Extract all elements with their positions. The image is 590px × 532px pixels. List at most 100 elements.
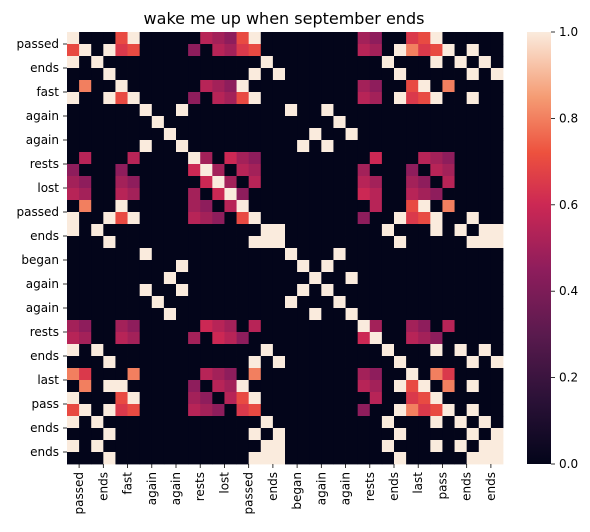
heatmap-cell — [333, 416, 346, 429]
heatmap-cell — [103, 128, 116, 141]
heatmap-cell — [151, 416, 165, 429]
heatmap-cell — [430, 176, 443, 189]
heatmap-cell — [115, 272, 128, 285]
y-tick-label: ends — [30, 421, 59, 435]
heatmap-cell — [91, 248, 104, 261]
heatmap-cell — [151, 92, 165, 105]
heatmap-cell — [188, 224, 201, 237]
heatmap-cell — [406, 428, 419, 441]
heatmap-cell — [127, 92, 141, 105]
heatmap-cell — [430, 236, 443, 249]
heatmap-cell — [418, 188, 431, 201]
heatmap-cell — [115, 140, 128, 153]
heatmap-cell — [418, 428, 431, 441]
heatmap-cell — [345, 44, 359, 57]
heatmap-cell — [212, 212, 225, 225]
heatmap-cell — [272, 44, 286, 57]
heatmap-cell — [430, 440, 443, 453]
heatmap-cell — [357, 380, 371, 393]
heatmap-cell — [430, 32, 443, 45]
heatmap-cell — [151, 368, 165, 381]
heatmap-cell — [151, 260, 165, 273]
heatmap-cell — [406, 140, 419, 153]
heatmap-cell — [478, 428, 492, 441]
heatmap-cell — [442, 296, 455, 309]
heatmap-cell — [406, 56, 419, 69]
heatmap-cell — [103, 308, 116, 321]
heatmap-cell — [333, 212, 346, 225]
heatmap-cell — [478, 236, 492, 249]
heatmap-cell — [490, 356, 504, 369]
heatmap-cell — [248, 128, 262, 141]
heatmap-cell — [272, 416, 286, 429]
heatmap-cell — [490, 404, 504, 417]
heatmap-cell — [79, 92, 92, 105]
heatmap-cell — [67, 368, 80, 381]
heatmap-cell — [345, 272, 359, 285]
heatmap-cell — [321, 308, 334, 321]
heatmap-cell — [115, 128, 128, 141]
heatmap-cell — [321, 56, 334, 69]
heatmap-cell — [466, 320, 480, 333]
heatmap-cell — [297, 164, 310, 177]
heatmap-cell — [466, 428, 480, 441]
heatmap-cell — [212, 452, 225, 465]
heatmap-cell — [406, 332, 419, 345]
heatmap-cell — [418, 92, 431, 105]
heatmap-cell — [406, 320, 419, 333]
heatmap-cell — [442, 104, 455, 117]
heatmap-cell — [369, 56, 383, 69]
heatmap-cell — [115, 32, 128, 45]
heatmap-cell — [139, 344, 153, 357]
heatmap-cell — [212, 344, 225, 357]
heatmap-cell — [478, 44, 492, 57]
heatmap-cell — [418, 68, 431, 81]
heatmap-cell — [67, 116, 80, 129]
heatmap-cell — [139, 368, 153, 381]
heatmap-cell — [490, 164, 504, 177]
heatmap-cell — [212, 152, 225, 165]
heatmap-cell — [321, 320, 334, 333]
heatmap-cell — [200, 392, 213, 405]
heatmap-cell — [224, 80, 237, 93]
heatmap-cell — [103, 440, 116, 453]
heatmap-cell — [91, 128, 104, 141]
heatmap-cell — [285, 284, 298, 297]
heatmap-cell — [442, 452, 455, 465]
heatmap-cell — [176, 248, 189, 261]
heatmap-cell — [272, 344, 286, 357]
heatmap-cell — [430, 308, 443, 321]
heatmap-cell — [188, 344, 201, 357]
heatmap-cell — [442, 224, 455, 237]
heatmap-cell — [333, 404, 346, 417]
heatmap-cell — [454, 344, 468, 357]
heatmap-cell — [442, 164, 455, 177]
heatmap-cell — [297, 296, 310, 309]
heatmap-cell — [248, 176, 262, 189]
heatmap-cell — [345, 236, 359, 249]
heatmap-cell — [127, 68, 141, 81]
heatmap-cell — [442, 308, 455, 321]
heatmap-cell — [176, 236, 189, 249]
heatmap-cell — [297, 104, 310, 117]
heatmap-cell — [67, 452, 80, 465]
heatmap-cell — [163, 320, 177, 333]
heatmap-cell — [285, 404, 298, 417]
heatmap-cell — [224, 344, 237, 357]
chart-title: wake me up when september ends — [144, 9, 425, 28]
heatmap-cell — [478, 128, 492, 141]
heatmap-cell — [79, 212, 92, 225]
heatmap-cell — [67, 392, 80, 405]
heatmap-cell — [163, 428, 177, 441]
heatmap-cell — [139, 272, 153, 285]
heatmap-cell — [478, 188, 492, 201]
heatmap-cell — [466, 176, 480, 189]
heatmap-cell — [309, 284, 322, 297]
heatmap-cell — [176, 380, 189, 393]
heatmap-cell — [103, 92, 116, 105]
heatmap-cell — [394, 344, 407, 357]
heatmap-cell — [309, 116, 322, 129]
heatmap-cell — [163, 356, 177, 369]
heatmap-cell — [309, 416, 322, 429]
heatmap-cell — [248, 188, 262, 201]
